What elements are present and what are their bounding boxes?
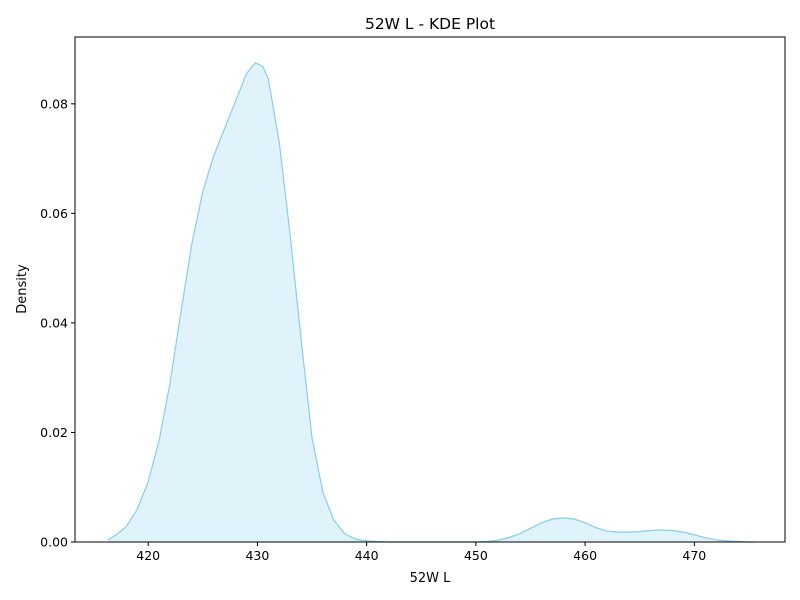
x-axis-title: 52W L xyxy=(410,571,452,586)
y-tick-label: 0.06 xyxy=(40,206,68,221)
x-tick-label: 430 xyxy=(245,548,269,563)
y-tick-label: 0.08 xyxy=(40,96,68,111)
x-tick-label: 440 xyxy=(355,548,379,563)
y-tick-label: 0.00 xyxy=(40,535,68,550)
x-tick-label: 460 xyxy=(573,548,597,563)
plot-area xyxy=(107,61,756,543)
x-tick-label: 470 xyxy=(682,548,706,563)
y-axis: 0.00 0.02 0.04 0.06 0.08 xyxy=(40,96,75,550)
y-tick-label: 0.04 xyxy=(40,315,68,330)
x-tick-label: 450 xyxy=(464,548,488,563)
axes-frame xyxy=(74,36,786,543)
y-tick-label: 0.02 xyxy=(40,425,68,440)
chart-title: 52W L - KDE Plot xyxy=(365,15,495,33)
kde-area-fill xyxy=(107,62,756,543)
x-tick-label: 420 xyxy=(136,548,160,563)
x-axis: 420 430 440 450 460 470 xyxy=(136,542,706,563)
y-axis-title: Density xyxy=(15,264,30,314)
